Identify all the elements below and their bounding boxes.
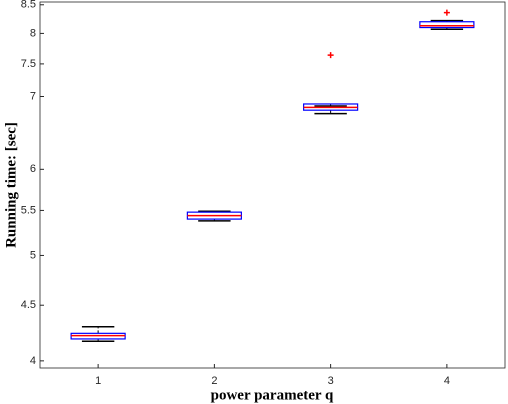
y-tick-label: 4 xyxy=(30,355,36,367)
box xyxy=(419,21,475,29)
plot-area xyxy=(39,1,506,369)
y-tick-label: 6 xyxy=(30,163,36,175)
y-tick-label: 7 xyxy=(30,90,36,102)
x-tick-label: 4 xyxy=(444,375,450,387)
outlier xyxy=(327,52,334,59)
y-tick-label: 8 xyxy=(30,27,36,39)
x-tick-label: 3 xyxy=(328,375,334,387)
x-tick-label: 2 xyxy=(211,375,217,387)
y-tick-label: 5.5 xyxy=(21,204,36,216)
y-tick-label: 8.5 xyxy=(21,0,36,11)
x-axis-label: power parameter q xyxy=(211,387,334,403)
y-axis-label: Running time: [sec] xyxy=(3,122,19,248)
outlier xyxy=(443,9,450,16)
x-tick-label: 1 xyxy=(95,375,101,387)
y-tick-label: 5 xyxy=(30,249,36,261)
y-tick-label: 4.5 xyxy=(21,299,36,311)
y-tick-label: 7.5 xyxy=(21,58,36,70)
